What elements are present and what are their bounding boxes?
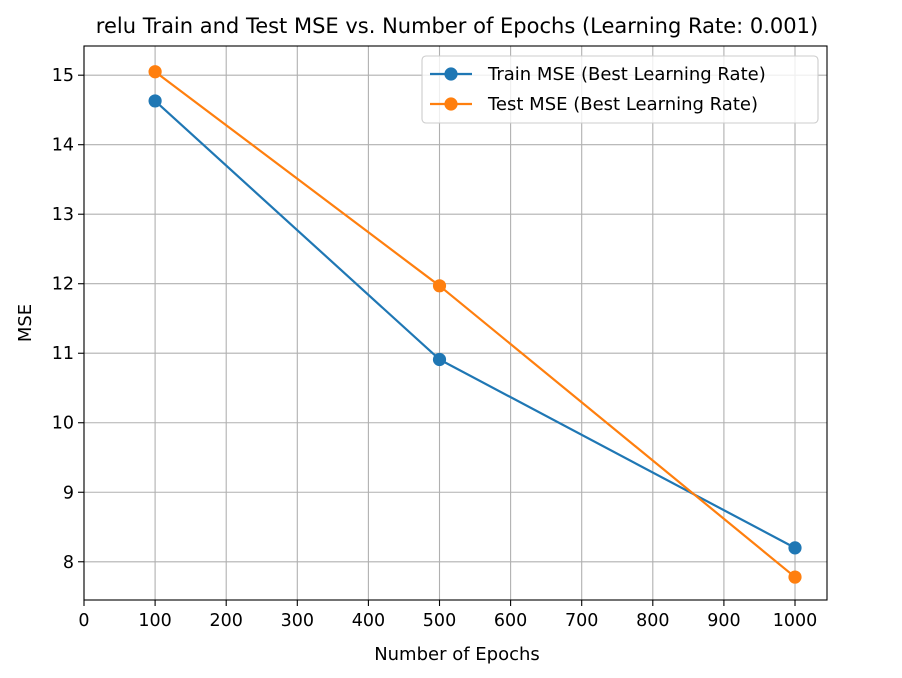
plot-series — [148, 65, 802, 584]
data-point-train — [148, 94, 162, 108]
data-point-test — [788, 570, 802, 584]
x-tick-label: 300 — [281, 611, 314, 631]
series-line-test — [154, 70, 796, 578]
y-axis-label: MSE — [15, 304, 36, 342]
y-tick-label: 11 — [52, 344, 74, 364]
x-tick-label: 1000 — [773, 611, 818, 631]
legend-label-train: Train MSE (Best Learning Rate) — [487, 64, 766, 85]
x-tick-label: 400 — [352, 611, 385, 631]
y-tick-label: 15 — [52, 66, 74, 86]
x-tick-label: 700 — [565, 611, 598, 631]
y-tick-label: 12 — [52, 275, 74, 295]
axis-ticks: 0 100 200 300 400 500 600 700 800 900 1000 8 9 10 11 12… — [52, 66, 818, 631]
legend: Train MSE (Best Learning Rate) Test MSE … — [421, 55, 819, 124]
y-tick-label: 14 — [52, 136, 74, 156]
series-line-train — [154, 100, 796, 549]
y-tick-label: 13 — [52, 205, 74, 225]
plot-frame — [83, 45, 828, 601]
x-tick-label: 0 — [78, 611, 89, 631]
x-tick-label: 100 — [138, 611, 171, 631]
x-axis-label: Number of Epochs — [374, 644, 540, 665]
data-point-train — [788, 541, 802, 555]
y-tick-label: 8 — [63, 553, 74, 573]
x-tick-label: 500 — [423, 611, 456, 631]
y-tick-label: 10 — [52, 414, 74, 434]
y-tick-label: 9 — [63, 483, 74, 503]
legend-marker-train — [444, 67, 458, 81]
x-tick-label: 900 — [707, 611, 740, 631]
grid — [83, 46, 827, 600]
legend-label-test: Test MSE (Best Learning Rate) — [487, 94, 758, 115]
chart-title: relu Train and Test MSE vs. Number of Ep… — [96, 14, 818, 38]
data-point-test — [148, 65, 162, 79]
legend-box — [421, 55, 819, 124]
x-tick-label: 600 — [494, 611, 527, 631]
legend-marker-test — [444, 97, 458, 111]
data-point-test — [432, 279, 447, 293]
data-point-train — [432, 352, 447, 367]
x-tick-label: 200 — [209, 611, 242, 631]
x-tick-label: 800 — [636, 611, 669, 631]
